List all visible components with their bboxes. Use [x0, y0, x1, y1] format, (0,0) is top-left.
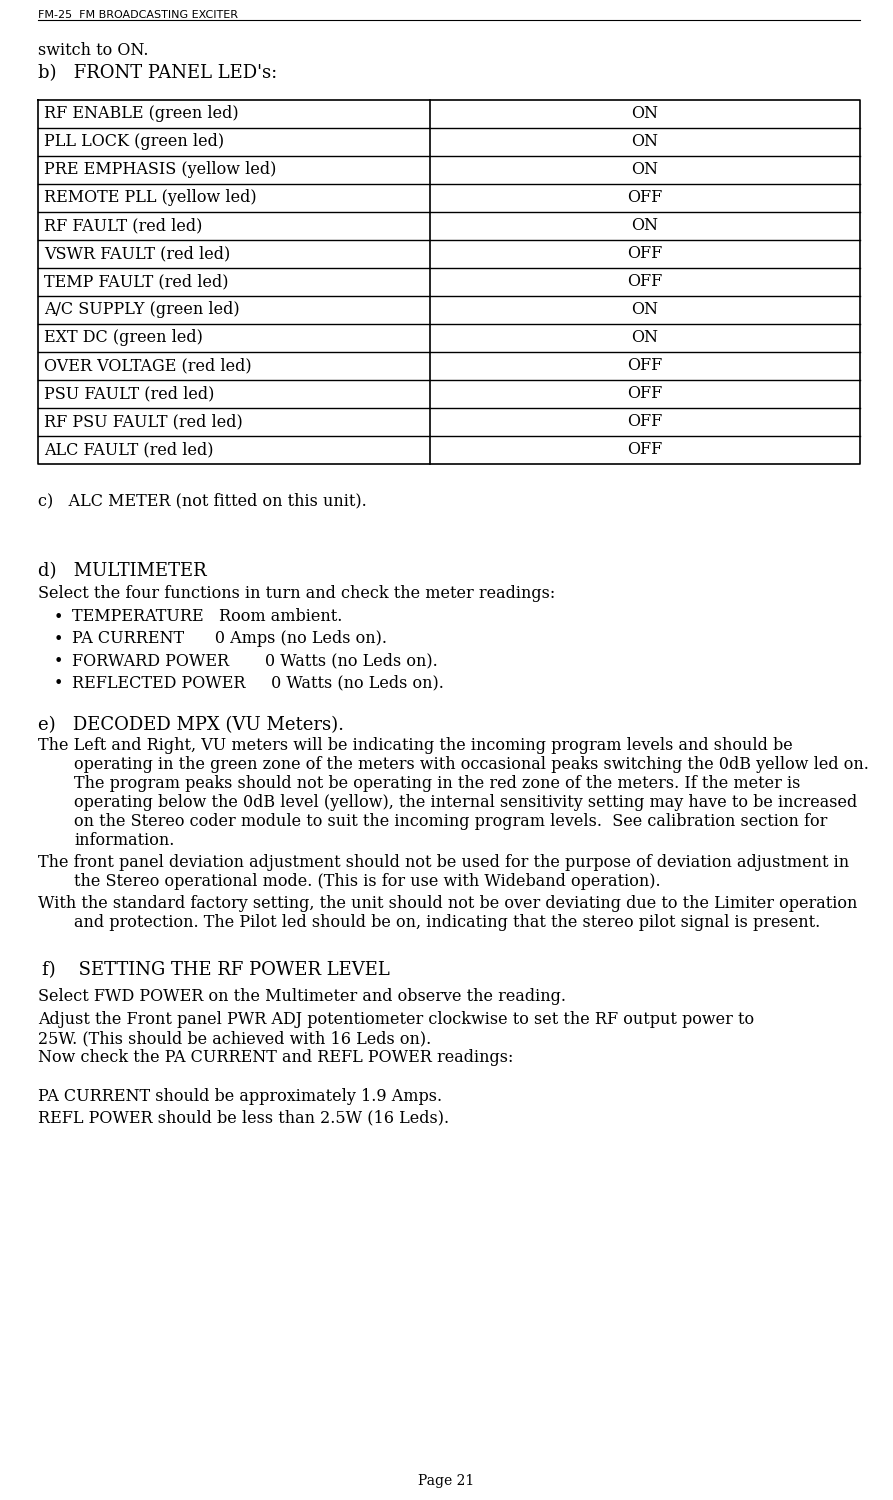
Text: RF FAULT (red led): RF FAULT (red led): [44, 217, 203, 234]
Text: •: •: [54, 675, 63, 693]
Text: OFF: OFF: [628, 357, 663, 375]
Text: c)   ALC METER (not fitted on this unit).: c) ALC METER (not fitted on this unit).: [38, 492, 367, 508]
Text: and protection. The Pilot led should be on, indicating that the stereo pilot sig: and protection. The Pilot led should be …: [74, 914, 821, 932]
Text: PA CURRENT should be approximately 1.9 Amps.: PA CURRENT should be approximately 1.9 A…: [38, 1088, 442, 1106]
Text: The Left and Right, VU meters will be indicating the incoming program levels and: The Left and Right, VU meters will be in…: [38, 736, 793, 754]
Text: •: •: [54, 654, 63, 670]
Text: FORWARD POWER       0 Watts (no Leds on).: FORWARD POWER 0 Watts (no Leds on).: [72, 652, 438, 669]
Text: RF PSU FAULT (red led): RF PSU FAULT (red led): [44, 414, 243, 430]
Text: ON: ON: [631, 162, 658, 178]
Text: RF ENABLE (green led): RF ENABLE (green led): [44, 105, 238, 123]
Text: •: •: [54, 632, 63, 648]
Text: •: •: [54, 609, 63, 627]
Text: TEMP FAULT (red led): TEMP FAULT (red led): [44, 273, 229, 291]
Text: OFF: OFF: [628, 386, 663, 402]
Text: OFF: OFF: [628, 273, 663, 291]
Text: OFF: OFF: [628, 441, 663, 459]
Text: f)    SETTING THE RF POWER LEVEL: f) SETTING THE RF POWER LEVEL: [42, 962, 389, 980]
Text: With the standard factory setting, the unit should not be over deviating due to : With the standard factory setting, the u…: [38, 896, 857, 912]
Text: REFLECTED POWER     0 Watts (no Leds on).: REFLECTED POWER 0 Watts (no Leds on).: [72, 674, 444, 692]
Text: VSWR FAULT (red led): VSWR FAULT (red led): [44, 246, 230, 262]
Text: operating below the 0dB level (yellow), the internal sensitivity setting may hav: operating below the 0dB level (yellow), …: [74, 794, 857, 812]
Text: A/C SUPPLY (green led): A/C SUPPLY (green led): [44, 302, 239, 318]
Text: operating in the green zone of the meters with occasional peaks switching the 0d: operating in the green zone of the meter…: [74, 756, 869, 772]
Text: REFL POWER should be less than 2.5W (16 Leds).: REFL POWER should be less than 2.5W (16 …: [38, 1108, 449, 1126]
Text: 25W. (This should be achieved with 16 Leds on).: 25W. (This should be achieved with 16 Le…: [38, 1030, 431, 1047]
Text: PLL LOCK (green led): PLL LOCK (green led): [44, 134, 224, 150]
Text: b)   FRONT PANEL LED's:: b) FRONT PANEL LED's:: [38, 64, 277, 82]
Text: The front panel deviation adjustment should not be used for the purpose of devia: The front panel deviation adjustment sho…: [38, 853, 849, 871]
Text: PSU FAULT (red led): PSU FAULT (red led): [44, 386, 214, 402]
Text: Adjust the Front panel PWR ADJ potentiometer clockwise to set the RF output powe: Adjust the Front panel PWR ADJ potentiom…: [38, 1011, 754, 1028]
Text: the Stereo operational mode. (This is for use with Wideband operation).: the Stereo operational mode. (This is fo…: [74, 873, 661, 889]
Text: e)   DECODED MPX (VU Meters).: e) DECODED MPX (VU Meters).: [38, 716, 344, 734]
Text: OFF: OFF: [628, 246, 663, 262]
Text: PA CURRENT      0 Amps (no Leds on).: PA CURRENT 0 Amps (no Leds on).: [72, 630, 387, 646]
Text: The program peaks should not be operating in the red zone of the meters. If the : The program peaks should not be operatin…: [74, 776, 800, 792]
Text: OFF: OFF: [628, 189, 663, 207]
Text: REMOTE PLL (yellow led): REMOTE PLL (yellow led): [44, 189, 256, 207]
Text: information.: information.: [74, 833, 174, 849]
Text: ON: ON: [631, 217, 658, 234]
Text: ON: ON: [631, 134, 658, 150]
Text: PRE EMPHASIS (yellow led): PRE EMPHASIS (yellow led): [44, 162, 276, 178]
Text: Select the four functions in turn and check the meter readings:: Select the four functions in turn and ch…: [38, 585, 555, 602]
Text: Now check the PA CURRENT and REFL POWER readings:: Now check the PA CURRENT and REFL POWER …: [38, 1048, 513, 1066]
Text: switch to ON.: switch to ON.: [38, 42, 148, 58]
Text: ON: ON: [631, 302, 658, 318]
Text: TEMPERATURE   Room ambient.: TEMPERATURE Room ambient.: [72, 608, 342, 625]
Text: Page 21: Page 21: [418, 1474, 474, 1488]
Text: ALC FAULT (red led): ALC FAULT (red led): [44, 441, 213, 459]
Text: FM-25  FM BROADCASTING EXCITER: FM-25 FM BROADCASTING EXCITER: [38, 10, 238, 20]
Text: on the Stereo coder module to suit the incoming program levels.  See calibration: on the Stereo coder module to suit the i…: [74, 813, 828, 830]
Text: OVER VOLTAGE (red led): OVER VOLTAGE (red led): [44, 357, 252, 375]
Text: d)   MULTIMETER: d) MULTIMETER: [38, 562, 206, 580]
Text: ON: ON: [631, 105, 658, 123]
Text: ON: ON: [631, 330, 658, 346]
Text: Select FWD POWER on the Multimeter and observe the reading.: Select FWD POWER on the Multimeter and o…: [38, 988, 566, 1005]
Text: EXT DC (green led): EXT DC (green led): [44, 330, 203, 346]
Text: OFF: OFF: [628, 414, 663, 430]
